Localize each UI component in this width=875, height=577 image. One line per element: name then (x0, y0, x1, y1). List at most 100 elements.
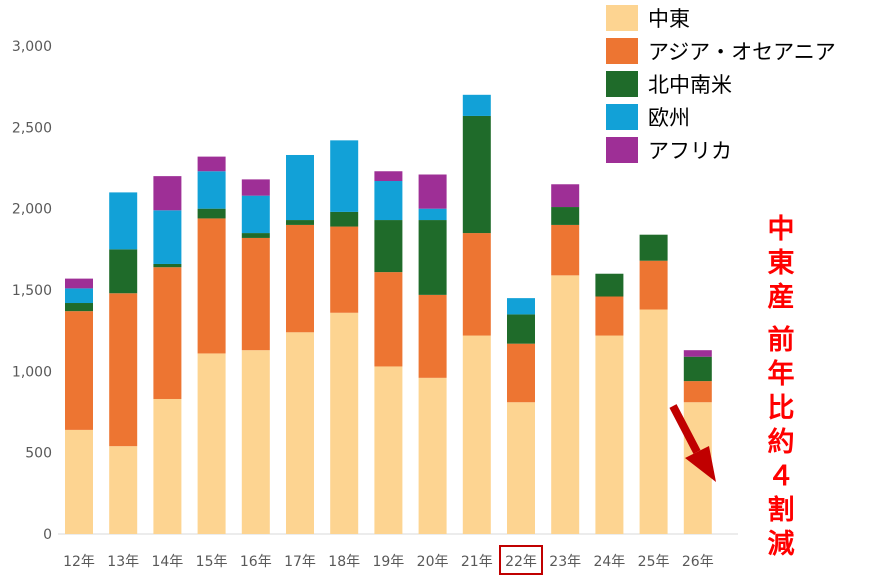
bar-segment (639, 309, 668, 534)
legend-swatch (606, 38, 638, 64)
bar-segment (462, 335, 491, 534)
bar-segment (330, 226, 359, 313)
bar-segment (507, 402, 535, 534)
annotation-char: 前 (768, 324, 795, 356)
bar-segment (462, 115, 491, 234)
bar-segment (507, 343, 535, 403)
bar-segment (374, 220, 403, 273)
bar-segment (197, 353, 226, 534)
x-tick-label: 17年 (284, 554, 316, 570)
bar-segment (418, 220, 447, 295)
x-tick-label: 12年 (63, 554, 95, 570)
bar-segment (65, 278, 93, 289)
legend-label: アフリカ (648, 139, 732, 163)
bar-segment (595, 335, 624, 534)
bar-segment (418, 294, 447, 378)
legend-swatch (606, 137, 638, 163)
bar-segment (197, 218, 226, 354)
bar-segment (418, 174, 447, 209)
x-tick-label: 23年 (549, 554, 581, 570)
bar-segment (286, 224, 314, 333)
bar-segment (197, 208, 226, 219)
legend-swatch (606, 5, 638, 31)
bar-segment (153, 267, 182, 399)
annotation-char: 比 (768, 393, 795, 424)
bar-segment (418, 208, 447, 221)
y-axis: 0 500 1,000 1,500 2,000 2,500 3,000 (12, 39, 52, 543)
bar-segment (374, 171, 403, 182)
bar-segment (683, 381, 712, 403)
bars (65, 94, 712, 534)
bar-segment (286, 220, 314, 225)
x-tick-label: 15年 (196, 554, 228, 570)
y-tick-label: 3,000 (12, 39, 52, 55)
y-tick-label: 0 (43, 527, 52, 543)
bar-segment (551, 224, 580, 276)
annotation-char: 減 (768, 529, 795, 560)
bar-segment (374, 366, 403, 534)
x-tick-label: 18年 (328, 554, 360, 570)
bar-segment (374, 181, 403, 221)
bar-segment (65, 429, 93, 534)
legend-label: 北中南米 (648, 73, 732, 97)
bar-segment (109, 249, 138, 294)
x-tick-label: 24年 (593, 554, 625, 570)
y-tick-label: 1,000 (12, 364, 52, 380)
bar-segment (330, 312, 359, 534)
bar-segment (595, 296, 624, 336)
bar-segment (109, 293, 138, 447)
x-tick-label: 26年 (682, 554, 714, 570)
x-tick-label: 22年 (505, 554, 537, 570)
x-axis: 12年 13年 14年 15年 16年 17年 18年 19年 20年 21年 22年 23年 24年 2… (63, 545, 714, 575)
y-tick-label: 1,500 (12, 283, 52, 299)
bar-segment (330, 211, 359, 227)
annotation-char: 中 (768, 214, 795, 245)
bar-segment (639, 234, 668, 261)
bar-segment (153, 176, 182, 211)
bar-segment (683, 350, 712, 357)
bar-segment (330, 140, 359, 212)
legend-swatch (606, 71, 638, 97)
bar-segment (374, 272, 403, 367)
bar-segment (241, 233, 270, 238)
bar-segment (153, 263, 182, 268)
bar-segment (241, 179, 270, 196)
legend-label: アジア・オセアニア (648, 40, 836, 64)
x-tick-label: 16年 (240, 554, 272, 570)
bar-segment (65, 311, 93, 430)
bar-segment (507, 298, 535, 315)
bar-segment (418, 377, 447, 534)
annotation-char: 割 (768, 494, 795, 526)
x-tick-label: 14年 (151, 554, 183, 570)
bar-segment (507, 314, 535, 344)
bar-segment (639, 260, 668, 310)
annotation-char: 年 (768, 358, 795, 390)
bar-segment (595, 273, 624, 297)
x-tick-label: 21年 (461, 554, 493, 570)
bar-segment (153, 398, 182, 534)
bar-segment (551, 207, 580, 225)
bar-segment (241, 237, 270, 351)
x-tick-label: 19年 (372, 554, 404, 570)
annotation-char: ４ (768, 461, 795, 492)
y-tick-label: 500 (25, 446, 52, 462)
y-tick-label: 2,500 (12, 120, 52, 136)
annotation-char: 産 (768, 281, 795, 313)
legend-label: 中東 (648, 7, 690, 31)
bar-segment (462, 94, 491, 116)
bar-segment (109, 192, 138, 250)
x-tick-label: 13年 (107, 554, 139, 570)
annotation-char: 東 (768, 248, 795, 279)
bar-segment (462, 233, 491, 336)
bar-segment (197, 171, 226, 209)
bar-segment (241, 195, 270, 234)
highlight-box (499, 545, 543, 575)
bar-segment (65, 303, 93, 312)
bar-segment (241, 350, 270, 534)
bar-segment (109, 446, 138, 534)
x-tick-label: 20年 (417, 554, 449, 570)
